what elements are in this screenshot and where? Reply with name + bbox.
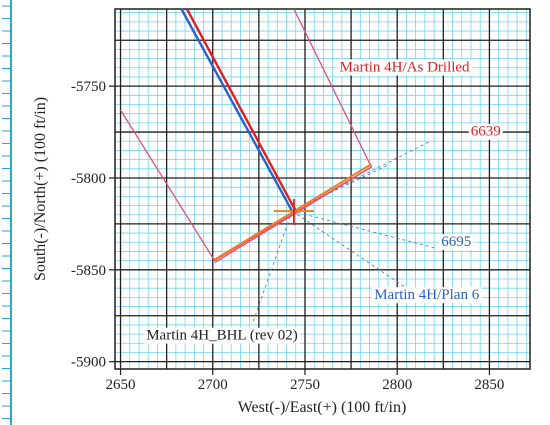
chart-annotations: Martin 4H/As Drilled 6639 6695 Martin 4H/Pl… (144, 59, 503, 344)
x-tick-label: 2750 (290, 377, 320, 393)
x-tick-label: 2650 (106, 377, 136, 393)
y-axis-ticks: -5750 -5800 -5850 -5900 (71, 79, 115, 371)
annotation-label: 6695 (441, 234, 471, 250)
y-tick-label: -5900 (71, 355, 106, 371)
major-grid (115, 9, 530, 369)
leader-line (252, 210, 293, 322)
annotation-label-bg (372, 287, 482, 304)
page-edge-ruler (2, 0, 12, 425)
annotation-label: Martin 4H/Plan 6 (374, 287, 479, 303)
x-tick-label: 2800 (382, 377, 412, 393)
y-tick-label: -5750 (71, 79, 106, 95)
y-tick-label: -5850 (71, 263, 106, 279)
y-axis-label: South(-)/North(+) (100 ft/in) (32, 97, 49, 281)
annotation-label: 6639 (471, 124, 501, 140)
bhl-outline (119, 8, 373, 262)
plot-frame (114, 8, 531, 370)
x-axis-ticks: 2650 2700 2750 2800 2850 (106, 369, 504, 393)
well-shapes (119, 8, 373, 264)
annotation-label-bg (144, 327, 300, 344)
series-martin-4h-as-drilled (185, 8, 297, 212)
annotation-label: Martin 4H_BHL (rev 02) (146, 328, 298, 344)
leader-line (291, 210, 435, 249)
y-tick-label: -5800 (71, 171, 106, 187)
annotation-label-bg (468, 123, 503, 140)
bhl-segment-inner (214, 166, 372, 264)
x-axis-label: West(-)/East(+) (100 ft/in) (238, 399, 407, 416)
x-tick-label: 2700 (198, 377, 228, 393)
annotation-label-bg (439, 233, 474, 250)
annotation-label: Martin 4H/As Drilled (340, 59, 470, 75)
x-tick-label: 2850 (474, 377, 504, 393)
series-martin-4h-plan-6 (180, 8, 294, 212)
leader-line (291, 210, 413, 293)
annotation-label-bg (337, 59, 473, 76)
